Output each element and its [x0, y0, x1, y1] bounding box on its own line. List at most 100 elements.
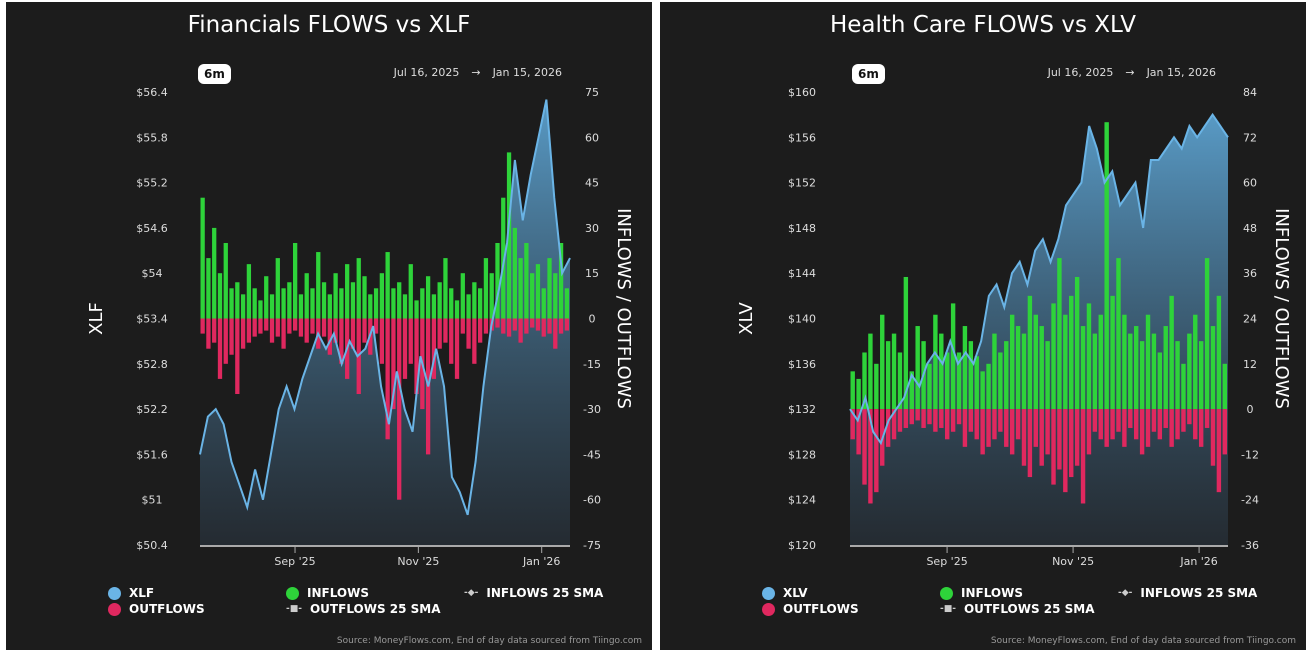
legend-item[interactable]: XLV: [762, 586, 808, 600]
legend-item[interactable]: INFLOWS: [940, 586, 1023, 600]
outflow-bar: [1175, 409, 1180, 440]
legend-label: INFLOWS 25 SMA: [486, 586, 604, 600]
inflow-bar: [287, 282, 292, 319]
inflow-bar: [909, 371, 914, 410]
chart-title: Financials FLOWS vs XLF: [187, 12, 471, 38]
inflow-bar: [891, 333, 897, 410]
legend-item[interactable]: -■- OUTFLOWS 25 SMA: [940, 602, 1095, 616]
inflow-bar: [547, 258, 552, 319]
outflow-bar: [891, 409, 897, 440]
legend-item[interactable]: OUTFLOWS: [108, 602, 205, 616]
y-right-tick-label: -36: [1241, 539, 1259, 552]
outflow-bar: [856, 409, 861, 455]
outflow-bar: [909, 409, 914, 425]
legend-dot-icon: [286, 586, 299, 600]
inflow-bar: [345, 264, 350, 319]
legend-dot-icon: [762, 602, 775, 616]
outflow-bar: [1204, 409, 1210, 428]
legend-label: INFLOWS 25 SMA: [1140, 586, 1258, 600]
outflow-bar: [1080, 409, 1086, 504]
inflow-bar: [518, 258, 523, 319]
outflow-bar: [1139, 409, 1145, 455]
price-area: [200, 99, 570, 546]
y-right-tick-label: 60: [585, 131, 599, 144]
legend-item[interactable]: -■- OUTFLOWS 25 SMA: [286, 602, 441, 616]
inflow-bar: [454, 300, 460, 319]
y-right-tick-label: 48: [1243, 222, 1257, 235]
inflow-bar: [1175, 341, 1180, 410]
outflow-bar: [379, 318, 384, 364]
range-dropdown-button[interactable]: 6m: [852, 64, 885, 84]
legend-label: INFLOWS: [307, 586, 370, 600]
outflow-bar: [501, 318, 506, 334]
inflow-bar: [1033, 314, 1038, 410]
inflow-bar: [1039, 326, 1044, 410]
inflow-bar: [927, 363, 932, 410]
date-end[interactable]: Jan 15, 2026: [1146, 66, 1216, 79]
y-left-tick-label: $53.4: [136, 313, 168, 326]
legend-item[interactable]: XLF: [108, 586, 154, 600]
inflow-bar: [1080, 326, 1086, 410]
outflow-bar: [956, 409, 962, 425]
y-right-tick-label: -75: [583, 539, 601, 552]
outflow-bar: [1134, 409, 1139, 440]
inflow-bar: [1122, 314, 1127, 410]
inflow-bar: [240, 294, 246, 319]
inflow-bar: [402, 294, 408, 319]
y-left-tick-label: $120: [788, 539, 816, 552]
date-start[interactable]: Jul 16, 2025: [393, 66, 460, 79]
legend-item[interactable]: INFLOWS: [286, 586, 369, 600]
legend-item[interactable]: OUTFLOWS: [762, 602, 859, 616]
legend-item[interactable]: -◆- INFLOWS 25 SMA: [1118, 586, 1257, 600]
inflow-bar: [252, 288, 257, 319]
outflow-bar: [310, 318, 315, 334]
legend-square-line-icon: -■-: [940, 604, 956, 614]
outflow-bar: [304, 318, 309, 343]
outflow-bar: [1086, 409, 1092, 455]
legend-item[interactable]: -◆- INFLOWS 25 SMA: [464, 586, 603, 600]
inflow-bar: [1051, 303, 1056, 410]
inflow-bar: [1145, 314, 1151, 410]
chart-title: Health Care FLOWS vs XLV: [829, 12, 1137, 38]
legend-dot-icon: [108, 602, 121, 616]
inflow-bar: [868, 333, 873, 410]
outflow-bar: [986, 409, 991, 447]
inflow-bar: [1057, 258, 1062, 410]
outflow-bar: [1074, 409, 1080, 466]
inflow-bar: [1210, 326, 1216, 410]
range-dropdown-button[interactable]: 6m: [198, 64, 231, 84]
outflow-bar: [212, 318, 217, 343]
inflow-bar: [269, 294, 275, 319]
outflow-bar: [397, 318, 402, 500]
outflow-bar: [868, 409, 873, 504]
y-right-tick-label: 0: [1247, 403, 1254, 416]
y-left-tick-label: $52.8: [136, 358, 168, 371]
date-start[interactable]: Jul 16, 2025: [1047, 66, 1114, 79]
y-left-axis-label: XLV: [736, 301, 757, 334]
date-end[interactable]: Jan 15, 2026: [492, 66, 562, 79]
inflow-bar: [956, 352, 962, 410]
legend-dot-icon: [108, 586, 121, 600]
inflow-bar: [235, 282, 240, 319]
inflow-bar: [541, 288, 546, 319]
inflow-bar: [1110, 295, 1115, 410]
y-right-axis-label: INFLOWS / OUTFLOWS: [1271, 208, 1292, 409]
y-right-tick-label: 84: [1243, 86, 1257, 99]
inflow-bar: [356, 258, 361, 319]
outflow-bar: [495, 318, 500, 328]
outflow-bar: [850, 409, 855, 440]
inflow-bar: [1134, 326, 1139, 410]
inflow-bar: [223, 243, 228, 319]
outflow-bar: [321, 318, 327, 337]
legend-label: INFLOWS: [961, 586, 1024, 600]
inflow-bar: [449, 288, 454, 319]
inflow-bar: [1139, 341, 1145, 410]
outflow-bar: [1210, 409, 1216, 466]
y-right-tick-label: -15: [583, 358, 601, 371]
inflow-bar: [385, 252, 390, 319]
inflow-bar: [460, 273, 465, 319]
inflow-bar: [506, 152, 512, 319]
inflow-bar: [437, 282, 442, 319]
x-tick-label: Jan '26: [522, 555, 560, 568]
inflow-bar: [880, 314, 885, 410]
